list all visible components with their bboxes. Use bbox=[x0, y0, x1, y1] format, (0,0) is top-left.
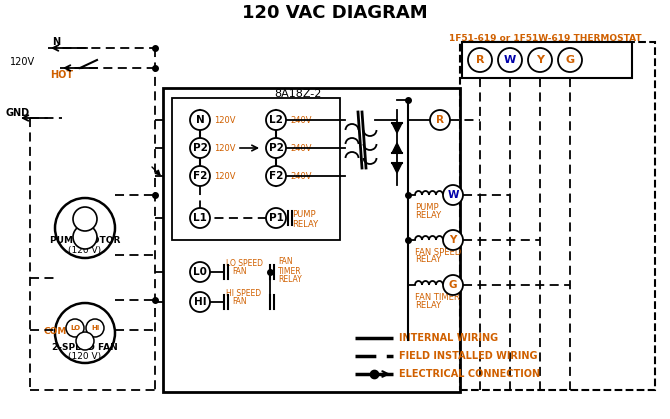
Circle shape bbox=[266, 138, 286, 158]
Text: TIMER: TIMER bbox=[278, 266, 302, 276]
Text: F2: F2 bbox=[193, 171, 207, 181]
Text: FAN: FAN bbox=[232, 297, 247, 307]
Circle shape bbox=[190, 208, 210, 228]
Text: G: G bbox=[449, 280, 457, 290]
Text: F2: F2 bbox=[269, 171, 283, 181]
Text: Y: Y bbox=[536, 55, 544, 65]
Text: L1: L1 bbox=[193, 213, 207, 223]
Text: RELAY: RELAY bbox=[292, 220, 318, 228]
Polygon shape bbox=[392, 123, 402, 133]
Circle shape bbox=[190, 292, 210, 312]
Text: RELAY: RELAY bbox=[415, 210, 441, 220]
Circle shape bbox=[55, 303, 115, 363]
Circle shape bbox=[66, 319, 84, 337]
Text: L2: L2 bbox=[269, 115, 283, 125]
Circle shape bbox=[73, 225, 97, 249]
Circle shape bbox=[190, 166, 210, 186]
Polygon shape bbox=[392, 143, 402, 153]
Circle shape bbox=[498, 48, 522, 72]
Text: (120 V): (120 V) bbox=[68, 352, 102, 362]
Text: RELAY: RELAY bbox=[415, 256, 441, 264]
Circle shape bbox=[558, 48, 582, 72]
Bar bbox=[462, 42, 632, 78]
Text: L0: L0 bbox=[193, 267, 207, 277]
Text: COM: COM bbox=[44, 326, 67, 336]
Text: FAN TIMER: FAN TIMER bbox=[415, 292, 460, 302]
Text: 8A18Z-2: 8A18Z-2 bbox=[274, 89, 322, 99]
Text: 2-SPEED FAN: 2-SPEED FAN bbox=[52, 344, 118, 352]
Text: HI SPEED: HI SPEED bbox=[226, 290, 261, 298]
Text: G: G bbox=[565, 55, 575, 65]
Circle shape bbox=[55, 198, 115, 258]
Text: N: N bbox=[52, 37, 60, 47]
Circle shape bbox=[76, 332, 94, 350]
Bar bbox=[460, 42, 655, 390]
Text: 240V: 240V bbox=[290, 143, 312, 153]
Text: 120V: 120V bbox=[214, 143, 235, 153]
Text: RELAY: RELAY bbox=[278, 276, 302, 285]
Text: FAN: FAN bbox=[232, 267, 247, 277]
Text: 120 VAC DIAGRAM: 120 VAC DIAGRAM bbox=[242, 4, 428, 22]
Text: R: R bbox=[436, 115, 444, 125]
Text: N: N bbox=[196, 115, 204, 125]
Text: PUMP MOTOR: PUMP MOTOR bbox=[50, 235, 120, 245]
Text: INTERNAL WIRING: INTERNAL WIRING bbox=[399, 333, 498, 343]
Bar bbox=[163, 88, 460, 392]
Circle shape bbox=[443, 230, 463, 250]
Circle shape bbox=[266, 110, 286, 130]
Text: RELAY: RELAY bbox=[415, 300, 441, 310]
Text: P2: P2 bbox=[192, 143, 208, 153]
Circle shape bbox=[190, 138, 210, 158]
Text: (120 V): (120 V) bbox=[68, 246, 102, 254]
Circle shape bbox=[430, 110, 450, 130]
Circle shape bbox=[86, 319, 104, 337]
Text: W: W bbox=[448, 190, 459, 200]
Text: W: W bbox=[504, 55, 516, 65]
Circle shape bbox=[266, 166, 286, 186]
Text: 120V: 120V bbox=[10, 57, 35, 67]
Text: 120V: 120V bbox=[214, 116, 235, 124]
Circle shape bbox=[443, 275, 463, 295]
Text: FAN: FAN bbox=[278, 258, 293, 266]
Text: P2: P2 bbox=[269, 143, 283, 153]
Polygon shape bbox=[392, 163, 402, 173]
Text: PUMP: PUMP bbox=[415, 202, 439, 212]
Text: PUMP: PUMP bbox=[292, 210, 316, 218]
Circle shape bbox=[266, 208, 286, 228]
Bar bbox=[172, 98, 340, 240]
Text: LO: LO bbox=[70, 325, 80, 331]
Circle shape bbox=[73, 207, 97, 231]
Text: HOT: HOT bbox=[50, 70, 73, 80]
Text: 120V: 120V bbox=[214, 171, 235, 181]
Text: Y: Y bbox=[450, 235, 457, 245]
Text: GND: GND bbox=[5, 108, 29, 118]
Circle shape bbox=[190, 110, 210, 130]
Circle shape bbox=[528, 48, 552, 72]
Text: P1: P1 bbox=[269, 213, 283, 223]
Circle shape bbox=[443, 185, 463, 205]
Circle shape bbox=[468, 48, 492, 72]
Circle shape bbox=[190, 262, 210, 282]
Text: 240V: 240V bbox=[290, 116, 312, 124]
Text: FAN SPEED: FAN SPEED bbox=[415, 248, 461, 256]
Text: HI: HI bbox=[194, 297, 206, 307]
Text: 1F51-619 or 1F51W-619 THERMOSTAT: 1F51-619 or 1F51W-619 THERMOSTAT bbox=[449, 34, 641, 42]
Text: ELECTRICAL CONNECTION: ELECTRICAL CONNECTION bbox=[399, 369, 540, 379]
Text: FIELD INSTALLED WIRING: FIELD INSTALLED WIRING bbox=[399, 351, 537, 361]
Text: HI: HI bbox=[91, 325, 99, 331]
Text: LO SPEED: LO SPEED bbox=[226, 259, 263, 269]
Text: 240V: 240V bbox=[290, 171, 312, 181]
Text: R: R bbox=[476, 55, 484, 65]
